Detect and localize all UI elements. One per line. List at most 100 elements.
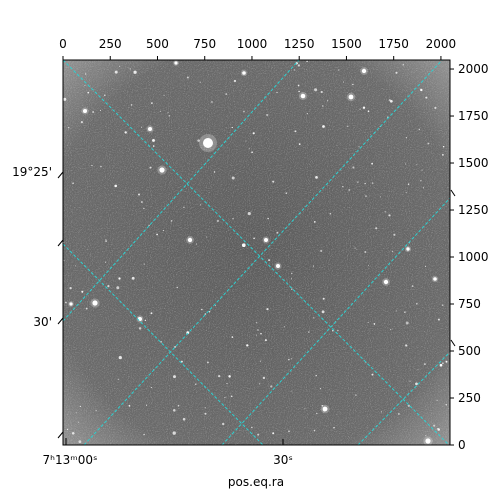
star (322, 125, 325, 128)
star (180, 360, 183, 363)
grid-line (63, 60, 300, 322)
star (442, 154, 444, 156)
star (172, 431, 176, 435)
plot-frame (62, 59, 451, 446)
star (352, 83, 354, 86)
star (272, 180, 275, 183)
star (173, 409, 176, 412)
star (168, 115, 171, 117)
x-axis-title: pos.eq.ra (228, 475, 284, 489)
top-tick-label: 2000 (426, 37, 457, 51)
star (174, 346, 176, 348)
star (291, 390, 293, 392)
star (320, 249, 323, 252)
star (316, 412, 318, 415)
star (298, 90, 300, 93)
star (395, 71, 398, 74)
star (151, 102, 153, 104)
right-tick-label: 500 (458, 344, 481, 358)
star-field (63, 60, 450, 445)
star (203, 138, 213, 148)
grid-line (63, 243, 264, 445)
star (420, 180, 422, 182)
star (405, 192, 407, 194)
star (159, 167, 165, 173)
star (323, 409, 325, 412)
star (371, 162, 373, 165)
star (260, 332, 262, 335)
star (332, 330, 334, 332)
star (416, 164, 418, 166)
star (405, 163, 407, 165)
star (359, 108, 361, 110)
star (354, 247, 356, 249)
star (186, 76, 189, 79)
coordinate-grid (63, 60, 450, 445)
star (231, 336, 234, 338)
right-tick-label: 0 (458, 438, 466, 452)
right-tick-label: 2000 (458, 62, 489, 76)
star (138, 316, 141, 319)
star (437, 427, 439, 430)
star (276, 231, 279, 234)
star (258, 383, 261, 385)
star (357, 181, 359, 183)
star (118, 277, 121, 280)
star (105, 240, 107, 242)
star (63, 259, 65, 262)
star (66, 428, 69, 431)
star (133, 70, 137, 74)
star (262, 376, 266, 380)
star (424, 265, 427, 267)
star (367, 264, 370, 267)
star (241, 243, 246, 248)
star (294, 130, 297, 133)
right-y-axis: 0 250 500 750 1000 1250 1500 1750 2000 (450, 62, 489, 452)
star (187, 237, 193, 243)
right-tick-label: 1750 (458, 109, 489, 123)
star (267, 217, 269, 220)
star (255, 322, 258, 324)
star (119, 65, 121, 67)
star (231, 126, 233, 129)
star (442, 146, 445, 148)
star (150, 312, 153, 315)
star (355, 394, 357, 396)
star (156, 233, 158, 236)
star (83, 109, 87, 113)
star (380, 411, 382, 413)
star (383, 279, 389, 285)
star (87, 91, 90, 94)
star (152, 138, 155, 142)
star (293, 69, 296, 71)
star (425, 96, 428, 99)
top-tick-label: 1250 (284, 37, 315, 51)
star (358, 146, 360, 148)
star (226, 382, 228, 385)
star (365, 195, 367, 198)
star (128, 404, 131, 407)
star (433, 424, 436, 427)
star (306, 113, 308, 115)
star (75, 265, 76, 267)
star (81, 290, 84, 293)
star (233, 79, 237, 83)
star (232, 218, 234, 220)
star (197, 139, 200, 142)
star (313, 429, 316, 432)
star (404, 311, 406, 313)
star (415, 302, 418, 305)
star (114, 184, 117, 188)
top-tick-label: 1750 (378, 37, 409, 51)
star (379, 196, 381, 198)
star (247, 212, 251, 216)
star (199, 204, 202, 206)
star (143, 207, 145, 210)
star (268, 259, 270, 261)
star (173, 375, 176, 379)
star (144, 319, 147, 322)
star (364, 182, 366, 185)
star (367, 110, 370, 113)
star (216, 219, 219, 223)
star (129, 68, 131, 70)
